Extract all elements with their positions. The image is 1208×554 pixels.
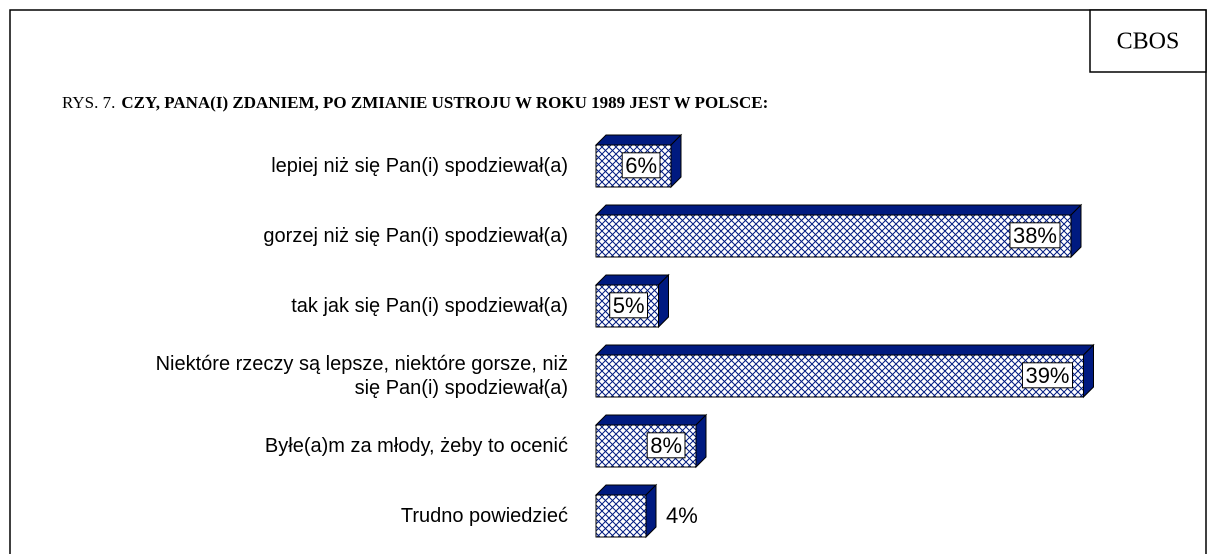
chart-title: RYS. 7. CZY, PANA(I) ZDANIEM, PO ZMIANIE …: [62, 93, 768, 112]
bar-part: [594, 134, 683, 146]
value-label-box: [1009, 222, 1061, 249]
value-label-box: [1021, 362, 1073, 389]
bar-part: [595, 354, 1084, 398]
source: CBOS: [1117, 29, 1180, 55]
bar-part: [594, 344, 1095, 356]
category-label: tak jak się Pan(i) spodziewał(a): [291, 295, 568, 317]
bar: [594, 343, 1095, 399]
value-label-box: [646, 432, 686, 459]
bar-part: [594, 274, 670, 286]
bar-part: [658, 273, 669, 329]
bar-part: [594, 204, 1083, 216]
category-label: lepiej niż się Pan(i) spodziewał(a): [271, 155, 568, 177]
category-label: Byłe(a)m za młody, żeby to ocenić: [264, 435, 568, 457]
title-main: CZY, PANA(I) ZDANIEM, PO ZMIANIE USTROJU…: [121, 93, 768, 112]
bar-part: [645, 483, 657, 539]
bar: [594, 483, 658, 539]
value-label: 4%: [666, 503, 698, 528]
value-label: 38%: [1013, 223, 1057, 248]
bar-part: [1083, 343, 1094, 399]
value-label: 8%: [650, 433, 682, 458]
value-label-box: [621, 152, 661, 179]
category-label: Trudno powiedzieć: [400, 505, 568, 527]
bar-part: [670, 133, 682, 189]
frame: [9, 9, 1207, 554]
bar-part: [595, 214, 1072, 258]
bar-part: [1070, 203, 1082, 259]
value-label-box: [609, 292, 648, 319]
category-label: gorzej niż się Pan(i) spodziewał(a): [263, 225, 568, 247]
bar-part: [594, 414, 708, 426]
value-label: 5%: [613, 293, 645, 318]
value-label: 6%: [625, 153, 657, 178]
title-prefix: RYS. 7.: [62, 93, 115, 112]
bar-part: [695, 413, 707, 469]
bar-part: [595, 494, 647, 538]
category-label: Niektóre rzeczy są lepsze, niektóre gors…: [155, 353, 568, 399]
bar: [594, 203, 1083, 259]
bar: [594, 413, 708, 469]
value-label: 39%: [1025, 363, 1069, 388]
source-box: [1089, 9, 1207, 73]
